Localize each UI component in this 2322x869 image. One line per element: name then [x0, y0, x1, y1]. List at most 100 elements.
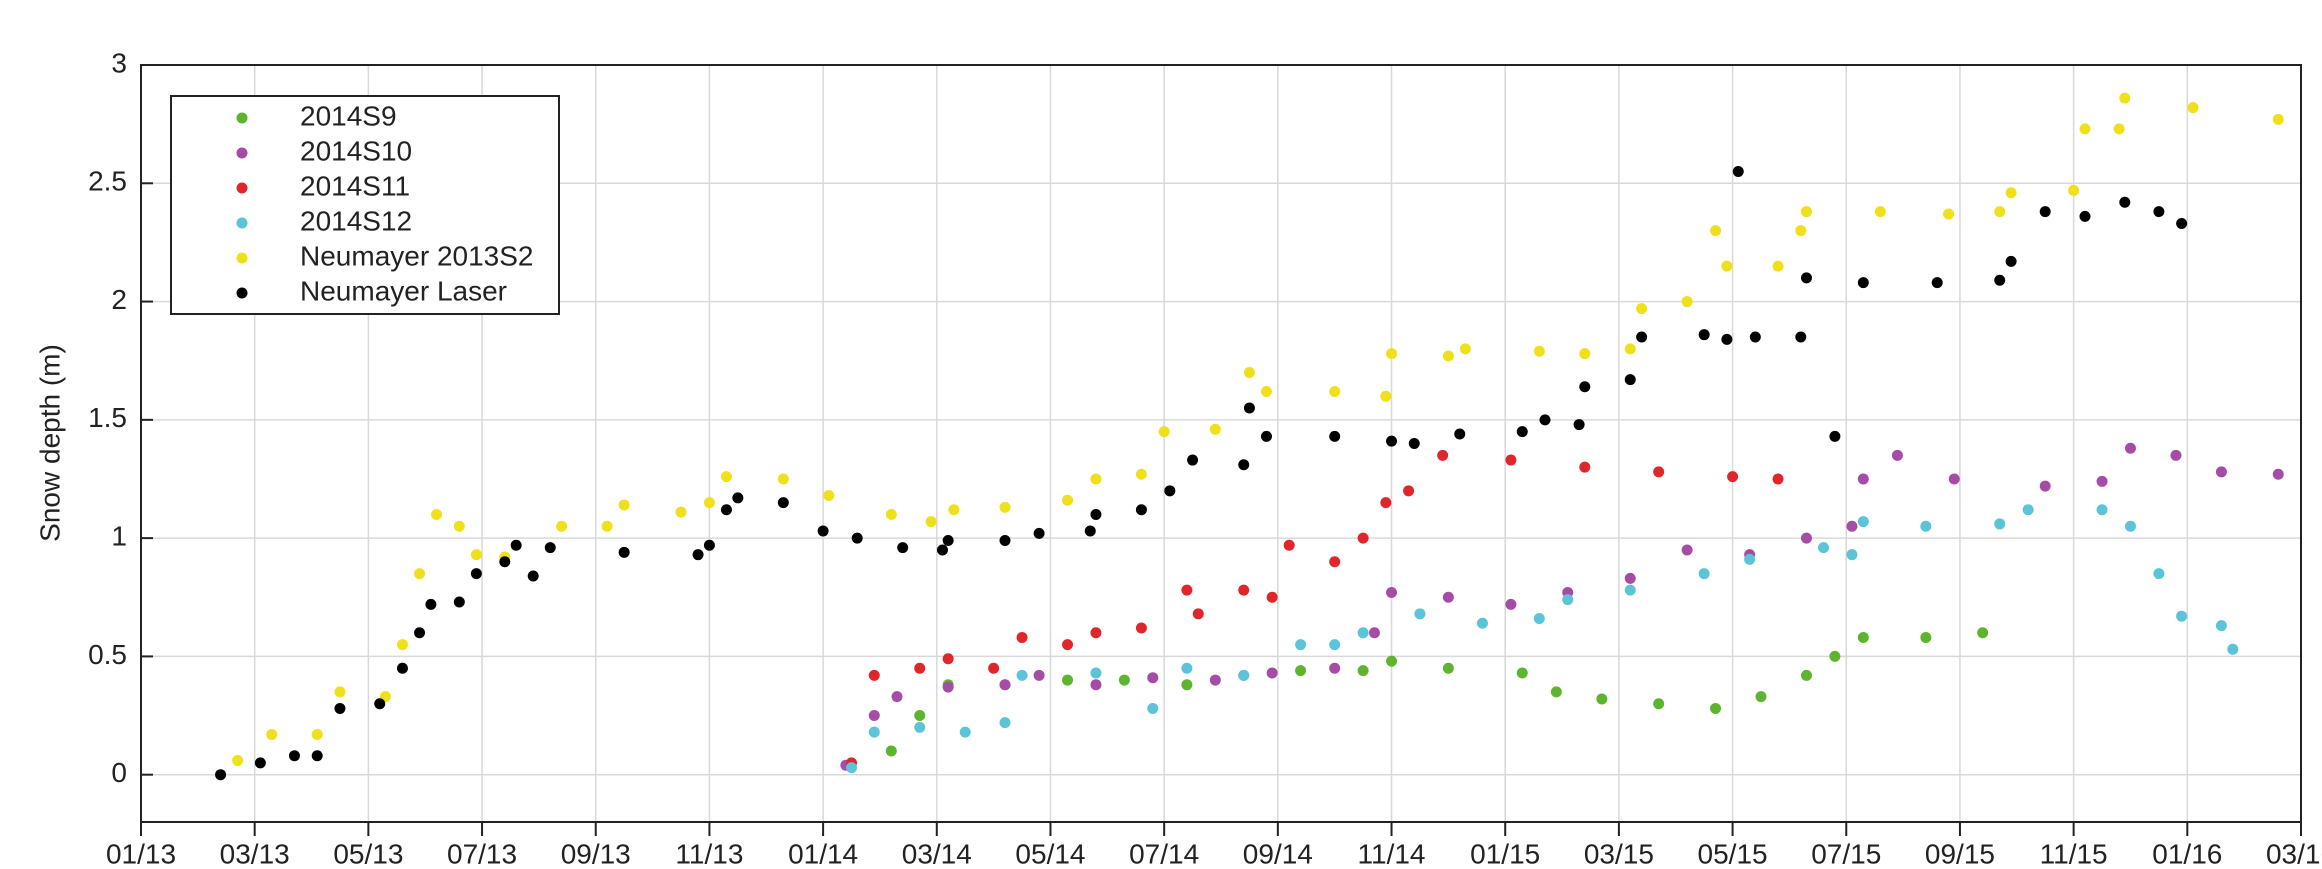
y-tick-label: 2 [111, 284, 127, 315]
point [868, 726, 880, 738]
x-tick-label: 11/14 [1358, 838, 1426, 869]
point [1562, 594, 1574, 606]
point [914, 710, 926, 722]
point [1329, 556, 1341, 568]
point [1135, 622, 1147, 634]
point [1459, 343, 1471, 355]
point [2039, 480, 2051, 492]
point [999, 717, 1011, 729]
point [2124, 442, 2136, 454]
point [1943, 208, 1955, 220]
point [2068, 184, 2080, 196]
x-tick-label: 07/13 [447, 838, 517, 869]
legend-box [170, 95, 560, 315]
point [1414, 608, 1426, 620]
point [1329, 385, 1341, 397]
point [1681, 296, 1693, 308]
point [1698, 329, 1710, 341]
point [1800, 206, 1812, 218]
x-tick-label: 05/13 [333, 838, 403, 869]
legend-marker [236, 287, 248, 299]
point [851, 532, 863, 544]
y-axis-label: Snow depth (m) [34, 344, 65, 542]
point [2039, 206, 2051, 218]
point [1516, 667, 1528, 679]
point [925, 516, 937, 528]
point [846, 762, 858, 774]
point [1800, 669, 1812, 681]
point [618, 546, 630, 558]
point [2176, 217, 2188, 229]
legend-marker [236, 252, 248, 264]
point [1295, 665, 1307, 677]
point [2153, 206, 2165, 218]
x-tick-label: 05/14 [1015, 838, 1085, 869]
point [1442, 662, 1454, 674]
point [334, 702, 346, 714]
point [914, 662, 926, 674]
point [988, 662, 1000, 674]
point [1653, 698, 1665, 710]
point [470, 568, 482, 580]
point [1329, 662, 1341, 674]
y-tick-label: 1.5 [88, 402, 127, 433]
point [1090, 679, 1102, 691]
point [1874, 206, 1886, 218]
point [1243, 402, 1255, 414]
point [1624, 374, 1636, 386]
point [1732, 165, 1744, 177]
legend-label: 2014S11 [300, 170, 410, 201]
point [692, 549, 704, 561]
point [2215, 466, 2227, 478]
point [1090, 627, 1102, 639]
point [1994, 206, 2006, 218]
point [2215, 620, 2227, 632]
point [1386, 587, 1398, 599]
point [1579, 348, 1591, 360]
point [1442, 591, 1454, 603]
point [1846, 549, 1858, 561]
legend-label: 2014S10 [300, 135, 412, 166]
x-tick-label: 09/13 [561, 838, 631, 869]
point [1368, 627, 1380, 639]
point [2153, 568, 2165, 580]
point [1295, 639, 1307, 651]
point [1329, 430, 1341, 442]
point [1243, 367, 1255, 379]
point [1795, 331, 1807, 343]
legend-label: Neumayer Laser [300, 275, 507, 306]
x-tick-label: 01/15 [1470, 838, 1540, 869]
point [1755, 691, 1767, 703]
x-tick-label: 09/15 [1925, 838, 1995, 869]
point [1209, 674, 1221, 686]
point [232, 754, 244, 766]
point [1653, 466, 1665, 478]
point [817, 525, 829, 537]
point [1505, 454, 1517, 466]
point [1539, 414, 1551, 426]
point [1931, 277, 1943, 289]
point [1357, 627, 1369, 639]
point [2079, 123, 2091, 135]
point [1209, 423, 1221, 435]
point [1442, 350, 1454, 362]
point [703, 497, 715, 509]
point [823, 490, 835, 502]
point [1920, 520, 1932, 532]
point [2096, 475, 2108, 487]
point [1624, 572, 1636, 584]
point [2227, 643, 2239, 655]
point [942, 653, 954, 665]
point [1062, 674, 1074, 686]
point [1636, 303, 1648, 315]
point [1698, 568, 1710, 580]
point [334, 686, 346, 698]
point [499, 556, 511, 568]
legend-label: 2014S12 [300, 205, 412, 236]
point [1147, 702, 1159, 714]
point [1437, 449, 1449, 461]
point [1550, 686, 1562, 698]
point [1829, 650, 1841, 662]
series [215, 165, 2188, 781]
